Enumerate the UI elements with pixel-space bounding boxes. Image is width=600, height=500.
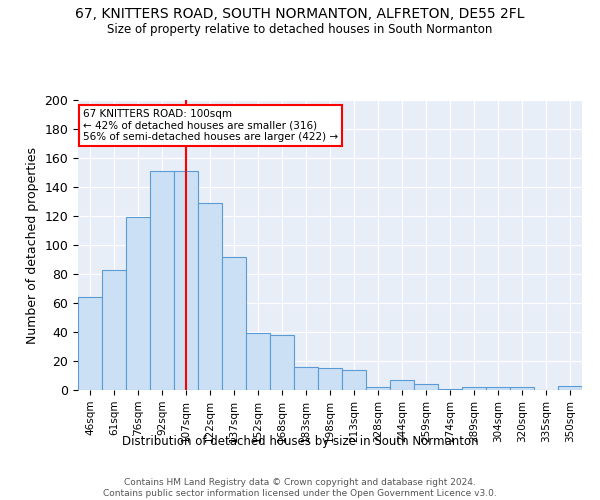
Y-axis label: Number of detached properties: Number of detached properties: [26, 146, 39, 344]
Bar: [102, 270, 126, 390]
Bar: [462, 387, 486, 390]
Bar: [126, 218, 150, 390]
Bar: [342, 370, 366, 390]
Bar: [390, 380, 414, 390]
Bar: [246, 334, 270, 390]
Bar: [414, 384, 438, 390]
Text: 67 KNITTERS ROAD: 100sqm
← 42% of detached houses are smaller (316)
56% of semi-: 67 KNITTERS ROAD: 100sqm ← 42% of detach…: [83, 108, 338, 142]
Bar: [270, 335, 294, 390]
Bar: [558, 386, 582, 390]
Bar: [510, 387, 534, 390]
Bar: [78, 297, 102, 390]
Bar: [222, 256, 246, 390]
Bar: [198, 203, 222, 390]
Text: Contains HM Land Registry data © Crown copyright and database right 2024.
Contai: Contains HM Land Registry data © Crown c…: [103, 478, 497, 498]
Text: Size of property relative to detached houses in South Normanton: Size of property relative to detached ho…: [107, 22, 493, 36]
Bar: [294, 367, 318, 390]
Bar: [366, 387, 390, 390]
Text: Distribution of detached houses by size in South Normanton: Distribution of detached houses by size …: [122, 435, 478, 448]
Bar: [486, 387, 510, 390]
Bar: [150, 171, 174, 390]
Bar: [318, 368, 342, 390]
Bar: [174, 171, 198, 390]
Text: 67, KNITTERS ROAD, SOUTH NORMANTON, ALFRETON, DE55 2FL: 67, KNITTERS ROAD, SOUTH NORMANTON, ALFR…: [75, 8, 525, 22]
Bar: [438, 388, 462, 390]
